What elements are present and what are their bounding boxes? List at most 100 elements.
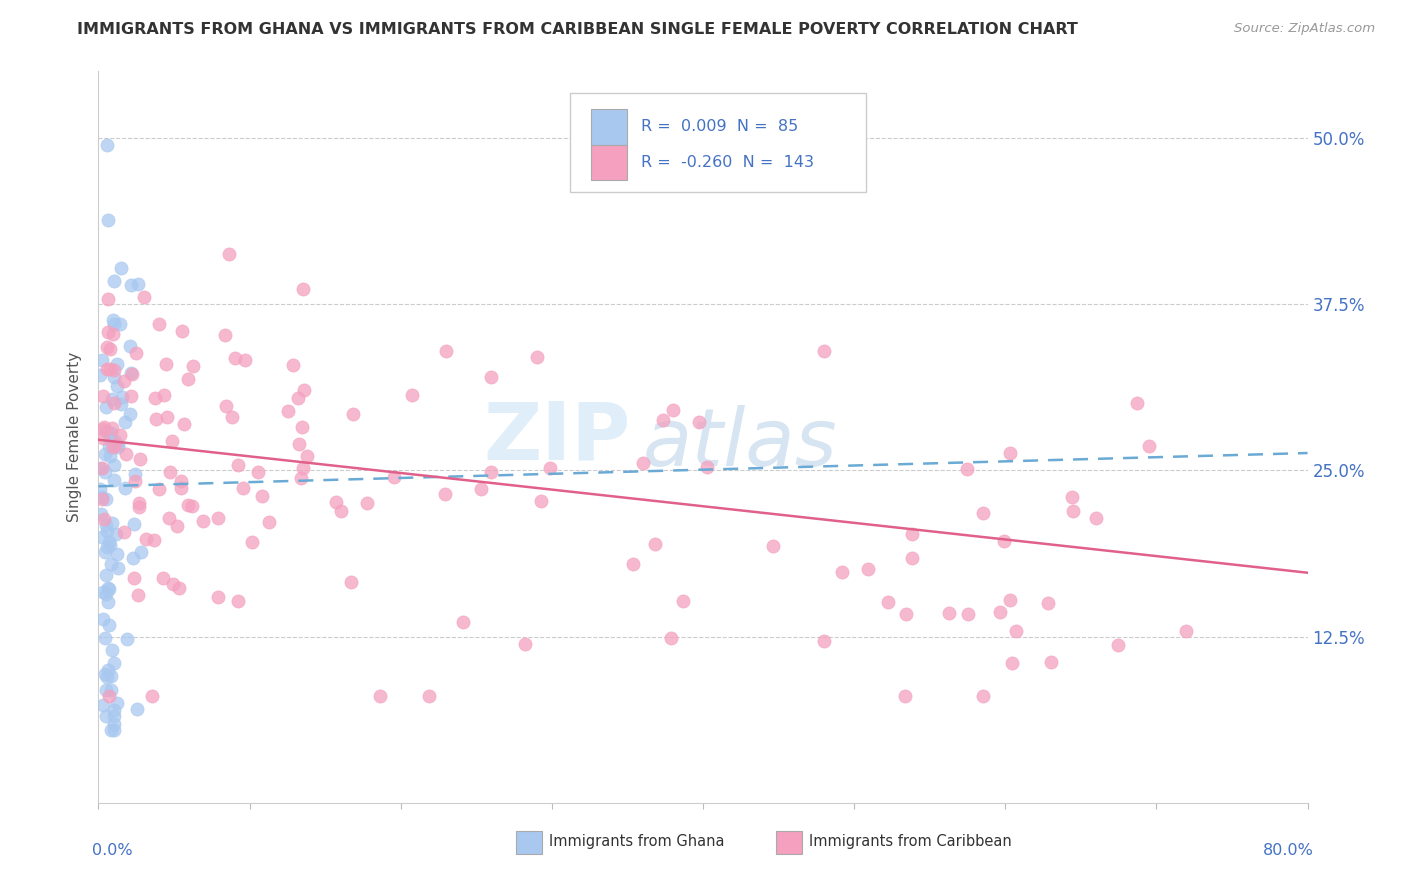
Point	[124, 571, 146, 585]
Point	[368, 690, 391, 704]
Point	[107, 561, 129, 575]
Point	[115, 632, 138, 646]
Point	[631, 457, 654, 471]
Point	[120, 366, 142, 380]
Text: R =  0.009  N =  85: R = 0.009 N = 85	[641, 120, 799, 135]
Point	[250, 489, 273, 503]
Point	[242, 535, 264, 549]
Point	[98, 342, 121, 356]
Point	[292, 282, 315, 296]
Point	[169, 481, 191, 495]
Point	[101, 436, 124, 450]
Point	[291, 420, 314, 434]
Point	[226, 593, 249, 607]
Point	[97, 292, 120, 306]
Point	[287, 391, 309, 405]
Point	[120, 407, 142, 421]
Point	[111, 390, 134, 404]
Point	[159, 465, 181, 479]
Point	[1040, 655, 1063, 669]
Point	[94, 682, 117, 697]
Point	[91, 352, 114, 367]
Point	[329, 503, 352, 517]
Point	[103, 709, 125, 723]
Point	[434, 343, 457, 358]
Point	[89, 482, 111, 496]
Text: ZIP: ZIP	[484, 398, 630, 476]
Point	[128, 496, 150, 510]
Point	[659, 631, 682, 645]
Point	[91, 584, 114, 599]
Point	[98, 450, 121, 464]
Point	[100, 669, 122, 683]
Point	[998, 446, 1021, 460]
Point	[128, 500, 150, 514]
Point	[972, 690, 994, 704]
Point	[470, 483, 492, 497]
Point	[94, 709, 117, 723]
Bar	[516, 830, 543, 854]
Point	[142, 533, 165, 548]
Point	[1062, 491, 1084, 505]
Point	[97, 594, 120, 608]
Point	[101, 441, 124, 455]
Point	[94, 424, 117, 438]
Point	[956, 462, 979, 476]
Point	[661, 403, 683, 417]
Point	[295, 449, 318, 463]
Point	[356, 496, 378, 510]
Point	[97, 534, 120, 549]
Point	[94, 587, 117, 601]
Point	[1174, 624, 1197, 638]
Point	[90, 530, 112, 544]
Point	[938, 606, 960, 620]
Point	[224, 351, 246, 365]
Point	[98, 538, 121, 552]
Bar	[591, 145, 627, 179]
Point	[105, 547, 128, 561]
Point	[813, 343, 835, 358]
Point	[91, 492, 114, 507]
Point	[170, 324, 193, 338]
Point	[110, 427, 132, 442]
Point	[96, 425, 118, 439]
Point	[181, 499, 204, 513]
Point	[110, 397, 132, 411]
Point	[181, 359, 204, 374]
Point	[831, 565, 853, 579]
Point	[1125, 396, 1147, 410]
Text: Source: ZipAtlas.com: Source: ZipAtlas.com	[1234, 22, 1375, 36]
Point	[96, 540, 118, 554]
Point	[101, 392, 124, 407]
FancyBboxPatch shape	[569, 94, 866, 192]
Point	[513, 637, 536, 651]
Point	[103, 274, 125, 288]
Point	[1084, 511, 1107, 525]
Point	[538, 460, 561, 475]
Point	[103, 473, 125, 487]
Point	[170, 475, 193, 489]
Point	[155, 358, 177, 372]
Point	[96, 670, 118, 684]
Point	[97, 439, 120, 453]
Point	[89, 368, 111, 382]
Point	[145, 412, 167, 426]
Point	[257, 515, 280, 529]
Point	[232, 481, 254, 495]
Point	[481, 465, 503, 479]
Point	[1000, 657, 1022, 671]
Point	[100, 557, 122, 571]
Point	[96, 400, 118, 414]
Point	[207, 510, 229, 524]
Point	[100, 723, 122, 737]
Point	[877, 595, 900, 609]
Point	[998, 592, 1021, 607]
Point	[104, 434, 127, 448]
Point	[972, 506, 994, 520]
Point	[214, 399, 236, 413]
Point	[96, 340, 118, 354]
Point	[418, 690, 440, 704]
Point	[122, 551, 145, 566]
Point	[103, 656, 125, 670]
Point	[121, 367, 143, 381]
